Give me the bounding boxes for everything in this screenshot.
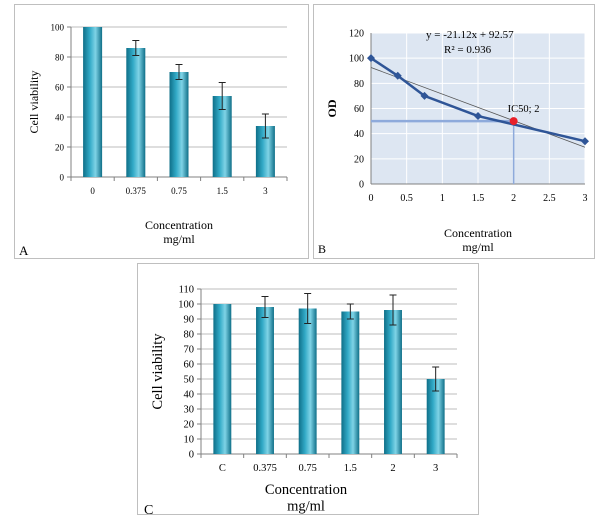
chart-c-bar (213, 304, 232, 454)
chart-c-ytick-label: 60 (184, 360, 195, 371)
chart-b-point (367, 54, 375, 63)
chart-b-point (420, 91, 429, 100)
chart-c-xtick-label: 2 (390, 463, 395, 474)
chart-b-ylabel: OD (325, 99, 339, 117)
chart-b-ytick-label: 20 (354, 154, 364, 165)
chart-a-bar (83, 27, 103, 177)
chart-b-point (393, 71, 402, 80)
chart-c-ytick-label: 40 (184, 390, 195, 401)
chart-b-ytick-label: 0 (359, 180, 364, 191)
chart-b-ytick-label: 120 (349, 29, 364, 40)
chart-c-ytick-label: 70 (184, 345, 195, 356)
chart-a-bar (212, 96, 232, 177)
chart-a-svg: 0 20 40 60 80 100 0 0.375 0.75 1.5 3 Cell viability… (19, 23, 288, 258)
chart-b-xtick-label: 0 (369, 193, 374, 204)
chart-a-ylabel: Cell viability (27, 71, 41, 134)
chart-c-ytick-label: 30 (184, 405, 195, 416)
chart-a-bar (255, 126, 275, 177)
chart-a-ytick-label: 20 (55, 143, 65, 153)
chart-b-ytick-label: 40 (354, 129, 364, 140)
chart-b-ytick-label: 80 (354, 79, 364, 90)
chart-c-ylabel: Cell viability (150, 333, 166, 410)
chart-b-equation: y = -21.12x + 92.57 (426, 29, 514, 41)
chart-b-ytick-label: 60 (354, 104, 364, 115)
chart-a-ytick-label: 40 (55, 113, 65, 123)
chart-a-ytick-label: 80 (55, 53, 65, 63)
chart-panel-b: 0 20 40 60 80 100 120 0 0.5 1 1.5 2 2.5 3 IC50; 2 y = -… (313, 4, 595, 259)
chart-c-xtick-label: C (219, 463, 226, 474)
chart-c-ytick-label: 50 (184, 375, 195, 386)
chart-a-bar (169, 72, 189, 177)
chart-c-bar (298, 308, 317, 454)
chart-b-xtick-label: 1.5 (472, 193, 485, 204)
chart-b-xunit: mg/ml (462, 240, 494, 254)
chart-panel-c: 0 10 20 30 40 50 60 70 80 90 100 110 C 0.375 0.75 1.5 2 3… (137, 263, 479, 517)
chart-a-xunit: mg/ml (163, 232, 195, 246)
chart-c-bar (384, 310, 402, 454)
chart-c-bar (426, 379, 445, 454)
chart-b-ic50-label: IC50; 2 (508, 104, 540, 115)
chart-panel-a: 0 20 40 60 80 100 0 0.375 0.75 1.5 3 Cell viability… (14, 4, 309, 259)
chart-b-panel-label: B (318, 242, 326, 256)
chart-c-ytick-label: 80 (184, 330, 195, 341)
chart-c-svg: 0 10 20 30 40 50 60 70 80 90 100 110 C 0.375 0.75 1.5 2 3… (144, 285, 458, 517)
chart-b-xtick-label: 0.5 (400, 193, 413, 204)
chart-a-xlabel: Concentration (145, 218, 213, 232)
chart-b-point (474, 112, 482, 121)
chart-a-ytick-label: 60 (55, 83, 65, 93)
chart-b-ytick-label: 100 (349, 54, 364, 65)
chart-b-xtick-label: 2 (511, 193, 516, 204)
chart-c-ytick-label: 0 (189, 450, 194, 461)
chart-a-panel-label: A (19, 243, 29, 258)
chart-c-xunit: mg/ml (287, 499, 325, 515)
chart-a-bar (126, 48, 146, 177)
chart-c-ytick-label: 110 (179, 285, 194, 296)
chart-a-xtick-label: 3 (263, 186, 268, 196)
chart-c-xtick-label: 0.375 (253, 463, 277, 474)
chart-c-ytick-label: 100 (178, 300, 194, 311)
chart-b-xtick-label: 3 (583, 193, 588, 204)
chart-b-r2: R² = 0.936 (444, 44, 492, 56)
chart-a-ytick-label: 0 (60, 173, 65, 183)
chart-a-xtick-label: 1.5 (217, 186, 229, 196)
chart-b-ic50-point (509, 117, 518, 126)
chart-a-xtick-label: 0.375 (126, 186, 147, 196)
chart-a-xtick-label: 0.75 (171, 186, 187, 196)
chart-a-ytick-label: 100 (51, 23, 65, 33)
chart-b-xtick-label: 1 (440, 193, 445, 204)
chart-c-ytick-label: 20 (184, 420, 195, 431)
chart-c-bar (341, 311, 360, 454)
chart-c-xtick-label: 3 (433, 463, 438, 474)
chart-b-point (581, 137, 589, 146)
chart-c-ytick-label: 90 (184, 315, 195, 326)
chart-b-xtick-label: 2.5 (543, 193, 556, 204)
chart-b-svg: 0 20 40 60 80 100 120 0 0.5 1 1.5 2 2.5 3 IC50; 2 y = -… (318, 29, 589, 256)
chart-a-xtick-label: 0 (90, 186, 95, 196)
chart-c-xtick-label: 1.5 (344, 463, 357, 474)
chart-c-xtick-label: 0.75 (298, 463, 316, 474)
chart-b-xlabel: Concentration (444, 226, 512, 240)
chart-c-bar (256, 307, 274, 454)
chart-c-panel-label: C (144, 503, 153, 517)
chart-c-xlabel: Concentration (265, 482, 348, 498)
chart-c-ytick-label: 10 (184, 435, 195, 446)
